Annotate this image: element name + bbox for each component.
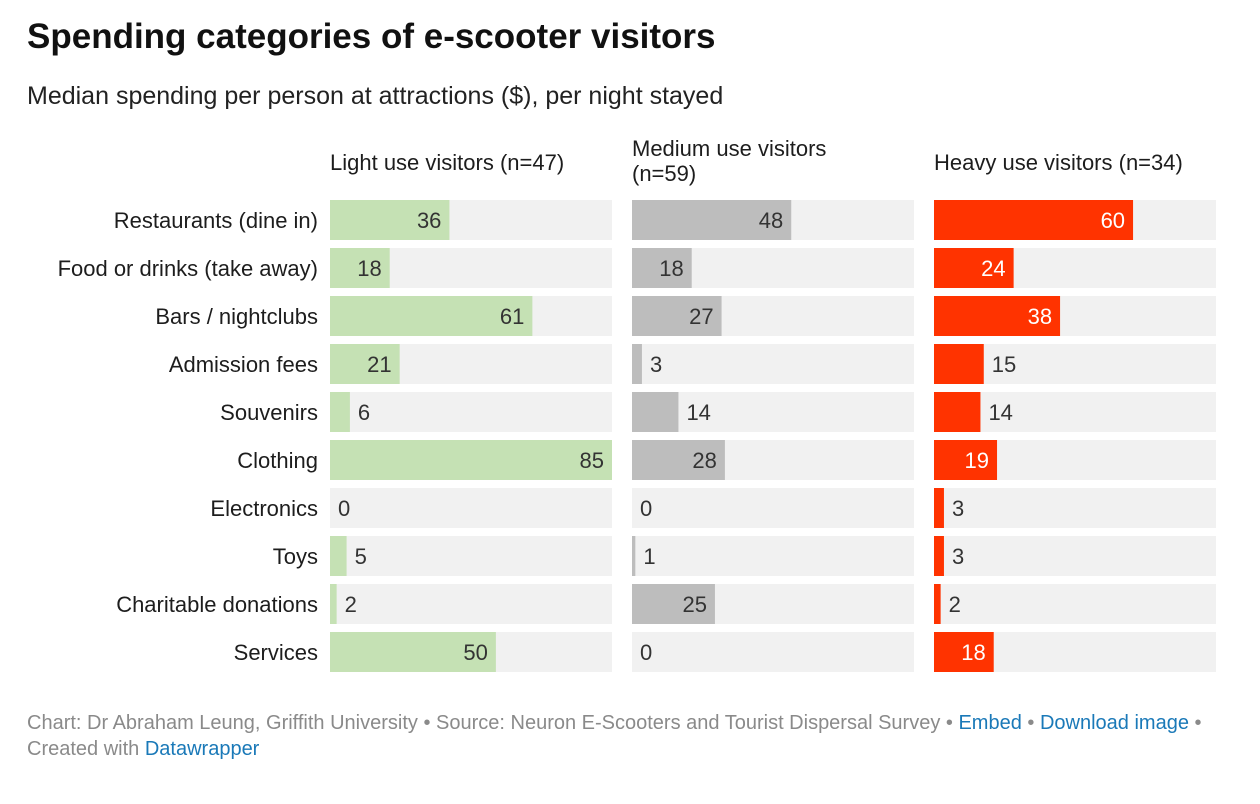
created-with-text: Created with <box>27 738 145 760</box>
value-label: 1 <box>643 544 655 569</box>
category-label: Bars / nightclubs <box>155 304 318 329</box>
value-label: 0 <box>338 496 350 521</box>
bar <box>934 632 994 672</box>
category-label: Restaurants (dine in) <box>114 208 318 233</box>
footer-separator: • <box>1021 712 1040 734</box>
category-label: Food or drinks (take away) <box>58 256 318 281</box>
value-label: 60 <box>1101 208 1125 233</box>
category-label: Clothing <box>237 448 318 473</box>
bar-track <box>632 632 914 672</box>
value-label: 3 <box>952 544 964 569</box>
value-label: 14 <box>686 400 710 425</box>
category-label: Souvenirs <box>220 400 318 425</box>
value-label: 18 <box>357 256 381 281</box>
bar <box>330 296 533 336</box>
chart-footer: Chart: Dr Abraham Leung, Griffith Univer… <box>27 710 1227 762</box>
bar <box>330 392 350 432</box>
bar-track <box>330 488 612 528</box>
bar <box>934 344 984 384</box>
datawrapper-link[interactable]: Datawrapper <box>144 738 260 760</box>
category-label: Services <box>234 640 318 665</box>
chart-subtitle: Median spending per person at attraction… <box>27 82 724 110</box>
bar <box>330 248 390 288</box>
bar <box>934 488 944 528</box>
bar-track <box>934 392 1216 432</box>
bar <box>934 248 1014 288</box>
bar <box>330 584 337 624</box>
bar-track <box>934 536 1216 576</box>
value-label: 38 <box>1028 304 1052 329</box>
category-label: Electronics <box>210 496 318 521</box>
value-label: 28 <box>692 448 716 473</box>
bar <box>632 296 722 336</box>
value-label: 15 <box>992 352 1016 377</box>
category-label: Admission fees <box>169 352 318 377</box>
bar <box>934 440 998 480</box>
source-text: Source: Neuron E-Scooters and Tourist Di… <box>436 712 941 734</box>
value-label: 3 <box>952 496 964 521</box>
value-label: 27 <box>689 304 713 329</box>
value-label: 36 <box>417 208 441 233</box>
value-label: 0 <box>640 496 652 521</box>
footer-separator: • <box>417 712 437 734</box>
value-label: 21 <box>367 352 391 377</box>
value-label: 0 <box>640 640 652 665</box>
bar <box>632 392 679 432</box>
bar-chart: Restaurants (dine in) Food or drinks (tak… <box>58 136 1216 672</box>
bar <box>330 200 450 240</box>
bar <box>330 440 612 480</box>
bar-track <box>632 536 914 576</box>
footer-separator: • <box>940 712 959 734</box>
bar <box>934 584 941 624</box>
bar <box>934 392 981 432</box>
chart-credit: Chart: Dr Abraham Leung, Griffith Univer… <box>27 712 418 734</box>
value-label: 18 <box>961 640 985 665</box>
series-header: (n=59) <box>632 161 696 186</box>
bar-track <box>330 584 612 624</box>
download-image-link[interactable]: Download image <box>1039 712 1189 734</box>
value-label: 85 <box>580 448 604 473</box>
bar <box>330 344 400 384</box>
bar <box>330 632 496 672</box>
bar <box>632 536 636 576</box>
value-label: 3 <box>650 352 662 377</box>
bar-track <box>632 344 914 384</box>
category-label: Charitable donations <box>116 592 318 617</box>
bar <box>632 200 792 240</box>
value-label: 61 <box>500 304 524 329</box>
embed-link[interactable]: Embed <box>958 712 1022 734</box>
bar <box>632 584 715 624</box>
bar <box>934 536 944 576</box>
bar-track <box>330 536 612 576</box>
value-label: 5 <box>355 544 367 569</box>
bar-track <box>934 584 1216 624</box>
value-label: 2 <box>345 592 357 617</box>
value-label: 18 <box>659 256 683 281</box>
value-label: 48 <box>759 208 783 233</box>
bar-track <box>632 392 914 432</box>
bar-track <box>330 392 612 432</box>
value-label: 2 <box>949 592 961 617</box>
bar <box>632 248 692 288</box>
bar <box>632 344 642 384</box>
value-label: 6 <box>358 400 370 425</box>
footer-separator: • <box>1188 712 1202 734</box>
value-label: 19 <box>965 448 989 473</box>
chart-title: Spending categories of e-scooter visitor… <box>27 17 716 56</box>
value-label: 24 <box>981 256 1005 281</box>
bar <box>934 296 1061 336</box>
bar-track <box>934 488 1216 528</box>
bar <box>934 200 1134 240</box>
bar <box>330 536 347 576</box>
bar <box>632 440 725 480</box>
category-label: Toys <box>273 544 318 569</box>
series-header: Light use visitors (n=47) <box>330 150 564 175</box>
value-label: 14 <box>988 400 1012 425</box>
bar-track <box>632 488 914 528</box>
series-header: Heavy use visitors (n=34) <box>934 150 1183 175</box>
series-header: Medium use visitors <box>632 136 826 161</box>
value-label: 50 <box>463 640 487 665</box>
value-label: 25 <box>682 592 706 617</box>
